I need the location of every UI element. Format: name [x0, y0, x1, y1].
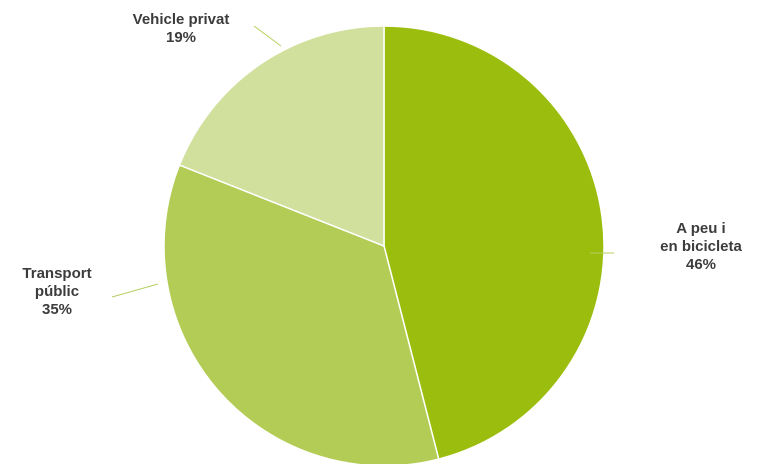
slice-name-line: en bicicleta [660, 238, 742, 255]
pie-slice-1 [163, 164, 440, 464]
pie-slices [163, 25, 605, 464]
slice-value-label: 46% [686, 256, 716, 273]
slice-labels: A peu i en bicicleta 46% Transport públic 35%… [22, 11, 742, 318]
pie-slice-2 [178, 25, 385, 248]
slice-value-label: 35% [42, 301, 72, 318]
pie-slice-0 [383, 25, 605, 461]
slice-name-line: Transport [22, 265, 91, 282]
slice-name-line: A peu i [676, 220, 725, 237]
slice-label-1: Transport públic 35% [22, 265, 91, 318]
slice-value-label: 19% [166, 29, 196, 46]
slice-label-0: A peu i en bicicleta 46% [660, 220, 742, 273]
slice-name-line: públic [35, 283, 79, 300]
leader-lines [111, 25, 614, 298]
leader-line-2 [253, 25, 282, 47]
leader-line-1 [111, 283, 159, 298]
slice-name-line: Vehicle privat [133, 11, 230, 28]
slice-label-2: Vehicle privat 19% [133, 11, 230, 46]
